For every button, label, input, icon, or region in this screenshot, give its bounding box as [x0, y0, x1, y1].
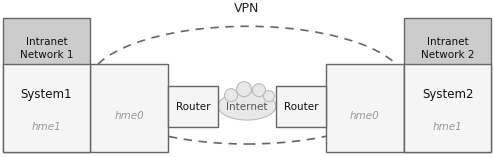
FancyBboxPatch shape: [2, 18, 90, 152]
Text: Router: Router: [284, 102, 318, 112]
Text: Intranet
Network 2: Intranet Network 2: [421, 37, 474, 60]
Text: hme1: hme1: [32, 122, 61, 132]
FancyBboxPatch shape: [168, 86, 218, 127]
Ellipse shape: [263, 91, 275, 102]
Text: hme0: hme0: [115, 111, 144, 121]
Ellipse shape: [237, 82, 251, 97]
Text: hme1: hme1: [433, 122, 462, 132]
Ellipse shape: [252, 84, 265, 97]
Text: Internet: Internet: [226, 102, 268, 112]
Ellipse shape: [225, 89, 238, 102]
Text: System1: System1: [21, 88, 72, 101]
FancyBboxPatch shape: [2, 64, 90, 152]
Text: Router: Router: [176, 102, 210, 112]
FancyBboxPatch shape: [404, 64, 492, 152]
Text: hme0: hme0: [350, 111, 379, 121]
FancyBboxPatch shape: [326, 64, 404, 152]
FancyBboxPatch shape: [90, 64, 168, 152]
Ellipse shape: [218, 92, 276, 120]
Text: Intranet
Network 1: Intranet Network 1: [20, 37, 73, 60]
Text: System2: System2: [422, 88, 473, 101]
Text: VPN: VPN: [234, 2, 260, 15]
FancyBboxPatch shape: [404, 18, 492, 152]
FancyBboxPatch shape: [276, 86, 326, 127]
